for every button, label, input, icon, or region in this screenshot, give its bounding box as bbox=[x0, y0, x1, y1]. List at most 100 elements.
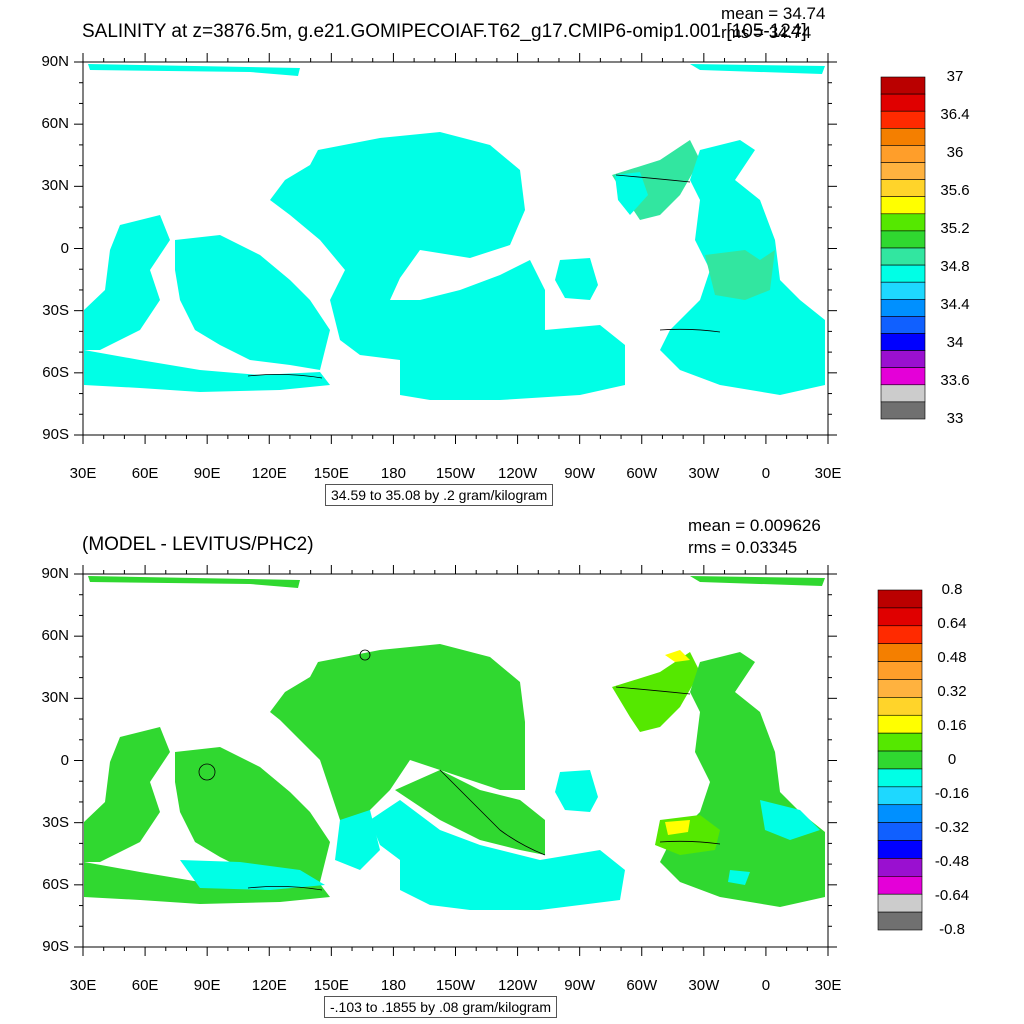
lon-label: 90E bbox=[193, 465, 221, 482]
panel1-contour-note: 34.59 to 35.08 by .2 gram/kilogram bbox=[325, 484, 554, 506]
lat-label: 30N bbox=[41, 177, 69, 195]
lon-label: 150E bbox=[313, 977, 349, 994]
panel1-rms: rms = 34.74 bbox=[721, 23, 812, 42]
colorbar-swatch bbox=[880, 333, 926, 351]
panel1-title: SALINITY at z=3876.5m, g.e21.GOMIPECOIAF… bbox=[82, 21, 807, 42]
lon-label: 120E bbox=[251, 465, 287, 482]
lon-label: 0 bbox=[761, 977, 771, 994]
lon-label: 30E bbox=[69, 465, 97, 482]
colorbar-swatch bbox=[877, 643, 923, 662]
colorbar-label: -0.16 bbox=[934, 785, 970, 802]
lon-label: 60E bbox=[131, 977, 159, 994]
colorbar-label: 0.64 bbox=[937, 615, 967, 632]
colorbar-swatch bbox=[877, 750, 923, 770]
colorbar-swatch bbox=[880, 110, 926, 129]
lon-label: 30E bbox=[814, 465, 842, 482]
lon-label: 120E bbox=[251, 977, 287, 994]
lat-label: 0 bbox=[60, 751, 69, 769]
colorbar-swatch bbox=[877, 876, 923, 895]
lon-label: 30E bbox=[69, 977, 97, 994]
lon-label: 60E bbox=[131, 465, 159, 482]
lat-label: 30N bbox=[41, 689, 69, 707]
colorbar-swatch bbox=[880, 179, 926, 198]
colorbar-swatch bbox=[880, 316, 926, 334]
colorbar-label: 33.6 bbox=[940, 372, 970, 389]
colorbar-swatch bbox=[877, 714, 923, 734]
colorbar-label: 35.2 bbox=[940, 220, 970, 237]
colorbar-swatch bbox=[877, 732, 923, 752]
lat-label: 30S bbox=[42, 301, 69, 319]
panel1-axis-ticks bbox=[74, 53, 837, 444]
panel2-rms: rms = 0.03345 bbox=[688, 538, 798, 557]
lon-label: 60W bbox=[626, 977, 658, 994]
colorbar-label: 0.8 bbox=[941, 581, 963, 598]
panel2-colorbar bbox=[877, 589, 923, 931]
colorbar-label: 0 bbox=[947, 751, 957, 768]
lat-label: 0 bbox=[60, 239, 69, 257]
colorbar-label: -0.64 bbox=[934, 887, 970, 904]
colorbar-swatch bbox=[880, 93, 926, 112]
lon-label: 150W bbox=[435, 977, 476, 994]
colorbar-swatch bbox=[880, 281, 926, 300]
lon-label: 90W bbox=[564, 977, 596, 994]
panel2-title: (MODEL - LEVITUS/PHC2) bbox=[82, 534, 314, 555]
colorbar-swatch bbox=[880, 367, 926, 386]
lat-label: 60N bbox=[41, 115, 69, 133]
panel1-colorbar bbox=[880, 76, 926, 420]
panel1-map bbox=[82, 61, 829, 436]
colorbar-swatch bbox=[877, 768, 923, 788]
lon-label: 180 bbox=[380, 465, 406, 482]
panel2-ocean-fill bbox=[84, 576, 825, 910]
colorbar-label: 0.16 bbox=[937, 717, 967, 734]
colorbar-label: 35.6 bbox=[940, 182, 970, 199]
lat-label: 90S bbox=[42, 426, 69, 443]
colorbar-label: 36.4 bbox=[940, 106, 970, 123]
lon-label: 30E bbox=[814, 977, 842, 994]
colorbar-swatch bbox=[877, 840, 923, 859]
lon-label: 0 bbox=[761, 465, 771, 482]
colorbar-swatch bbox=[880, 76, 926, 95]
colorbar-swatch bbox=[880, 230, 926, 249]
colorbar-swatch bbox=[880, 247, 926, 266]
colorbar-swatch bbox=[880, 350, 926, 369]
colorbar-swatch bbox=[877, 822, 923, 841]
colorbar-label: 34.4 bbox=[940, 296, 970, 313]
panel2-map bbox=[82, 573, 829, 948]
lon-label: 150W bbox=[435, 465, 476, 482]
colorbar-label: 34 bbox=[946, 334, 964, 351]
lat-label: 60S bbox=[42, 363, 69, 381]
colorbar-swatch bbox=[877, 661, 923, 680]
lon-label: 90W bbox=[564, 465, 596, 482]
colorbar-label: 0.48 bbox=[937, 649, 967, 666]
lat-label: 30S bbox=[42, 813, 69, 831]
panel2-mean: mean = 0.009626 bbox=[688, 516, 821, 535]
colorbar-swatch bbox=[880, 196, 926, 215]
colorbar-label: -0.48 bbox=[934, 853, 970, 870]
lat-label: 60S bbox=[42, 875, 69, 893]
panel2-contours bbox=[198, 649, 721, 891]
colorbar-swatch bbox=[880, 384, 926, 403]
lon-label: 30W bbox=[688, 977, 720, 994]
colorbar-swatch bbox=[880, 401, 926, 420]
panel2-contour-note: -.103 to .1855 by .08 gram/kilogram bbox=[324, 996, 558, 1018]
colorbar-swatch bbox=[880, 128, 926, 146]
colorbar-label: 34.8 bbox=[940, 258, 970, 275]
lon-label: 120W bbox=[497, 977, 538, 994]
colorbar-swatch bbox=[880, 213, 926, 232]
lon-label: 150E bbox=[313, 465, 349, 482]
colorbar-swatch bbox=[877, 804, 923, 823]
colorbar-label: 36 bbox=[946, 144, 964, 161]
colorbar-swatch bbox=[877, 679, 923, 698]
colorbar-swatch bbox=[877, 911, 923, 931]
colorbar-label: -0.32 bbox=[934, 819, 970, 836]
colorbar-swatch bbox=[877, 786, 923, 806]
lat-label: 60N bbox=[41, 627, 69, 645]
lon-label: 60W bbox=[626, 465, 658, 482]
colorbar-swatch bbox=[877, 858, 923, 877]
colorbar-label: 37 bbox=[946, 68, 964, 85]
lon-label: 90E bbox=[193, 977, 221, 994]
colorbar-swatch bbox=[877, 625, 923, 644]
colorbar-swatch bbox=[877, 893, 923, 913]
lon-label: 180 bbox=[380, 977, 406, 994]
